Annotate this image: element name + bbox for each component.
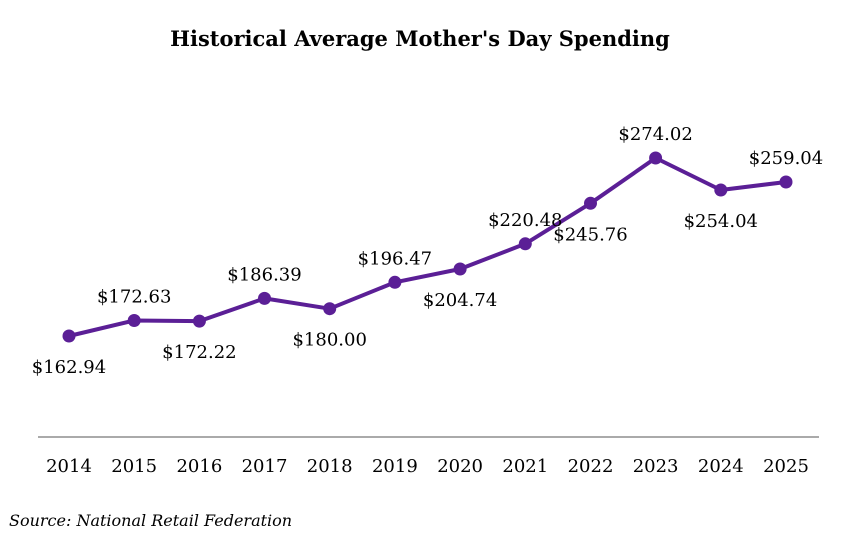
data-point-2020 <box>453 262 467 276</box>
x-tick-label-2015: 2015 <box>111 456 157 477</box>
data-point-2022 <box>584 196 597 210</box>
x-tick-label-2021: 2021 <box>502 456 548 477</box>
data-point-2015 <box>127 314 141 327</box>
x-tick-label-2017: 2017 <box>242 456 288 477</box>
data-point-2017 <box>258 291 271 305</box>
series-layer <box>62 151 793 343</box>
data-label-2019: $196.47 <box>358 248 432 269</box>
data-label-2014: $162.94 <box>32 357 106 378</box>
series-line <box>67 156 788 338</box>
data-point-2023 <box>649 151 663 165</box>
data-label-2023: $274.02 <box>618 124 692 145</box>
data-labels: $162.94 $172.63 $172.22 $186.39 $180.00 $196.… <box>32 124 823 378</box>
data-point-2021 <box>518 237 532 251</box>
data-label-2025: $259.04 <box>749 148 823 169</box>
chart-title: Historical Average Mother's Day Spending <box>170 26 670 51</box>
data-point-2019 <box>388 275 402 289</box>
data-label-2018: $180.00 <box>292 330 366 351</box>
data-point-2024 <box>714 183 728 197</box>
x-axis-ticks: 2014 2015 2016 2017 2018 2019 2020 2021 2022 2023… <box>46 456 809 477</box>
data-label-2021: $220.48 <box>488 210 562 231</box>
data-point-2025 <box>779 175 793 189</box>
x-tick-label-2018: 2018 <box>307 456 353 477</box>
data-label-2017: $186.39 <box>227 264 301 285</box>
data-point-2016 <box>192 314 206 328</box>
x-tick-label-2024: 2024 <box>698 456 744 477</box>
data-label-2015: $172.63 <box>97 287 171 308</box>
x-tick-label-2025: 2025 <box>763 456 809 477</box>
x-tick-label-2023: 2023 <box>633 456 679 477</box>
data-label-2020: $204.74 <box>423 290 497 311</box>
data-point-2014 <box>62 329 76 343</box>
data-label-2024: $254.04 <box>684 211 758 232</box>
data-label-2022: $245.76 <box>553 224 627 245</box>
x-tick-label-2022: 2022 <box>568 456 614 477</box>
x-tick-label-2020: 2020 <box>437 456 483 477</box>
x-tick-label-2019: 2019 <box>372 456 418 477</box>
x-tick-label-2014: 2014 <box>46 456 92 477</box>
data-point-2018 <box>323 302 337 316</box>
x-tick-label-2016: 2016 <box>176 456 222 477</box>
source-note: Source: National Retail Federation <box>9 511 292 530</box>
data-label-2016: $172.22 <box>162 342 236 363</box>
